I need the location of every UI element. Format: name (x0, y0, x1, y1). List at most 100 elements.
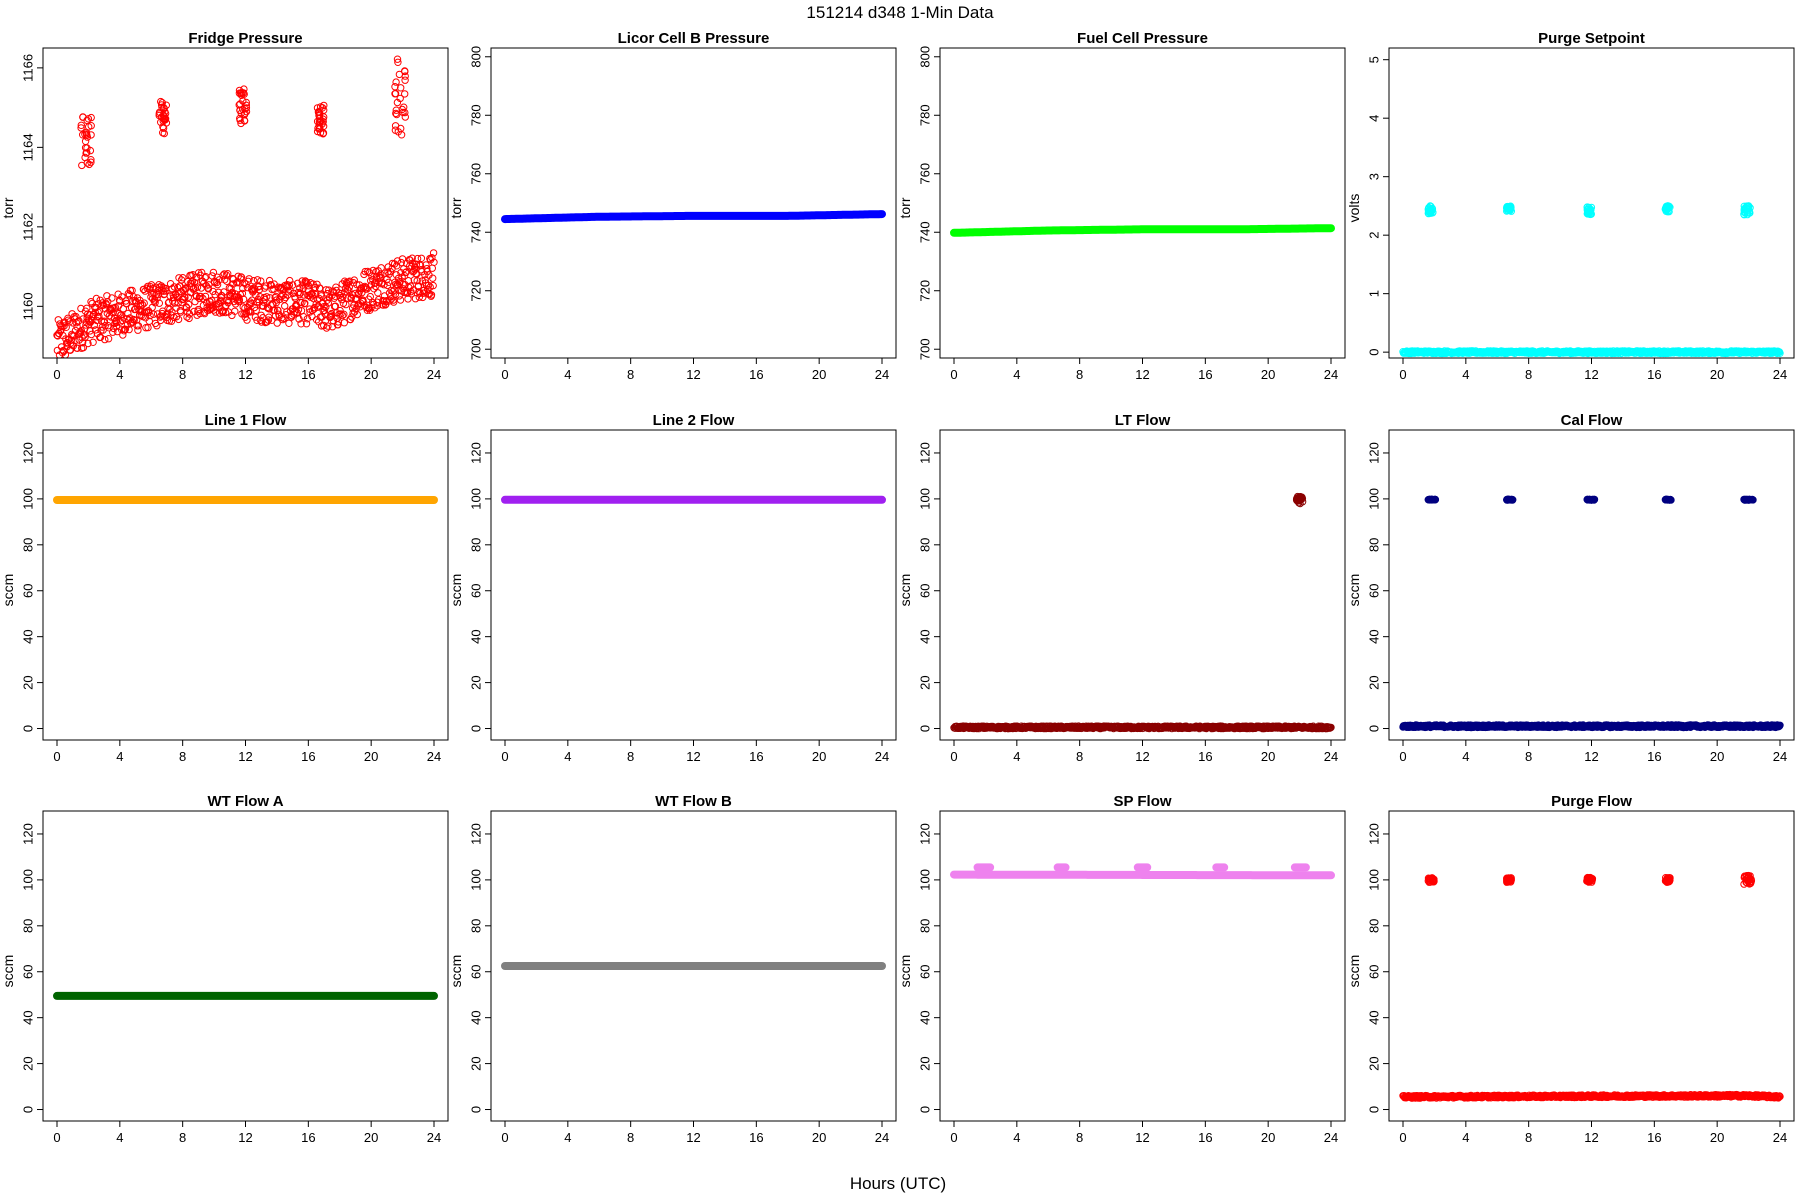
y-tick-label: 40 (1366, 1010, 1381, 1024)
panel-title: Licor Cell B Pressure (618, 30, 770, 47)
data-point (77, 124, 85, 132)
data-point (149, 310, 158, 318)
data-point (278, 315, 287, 324)
y-axis-label: torr (448, 197, 464, 218)
data-point (90, 310, 98, 318)
x-tick-label: 12 (686, 749, 700, 764)
data-point (62, 335, 70, 343)
plot-frame (490, 47, 897, 359)
x-tick-label: 4 (116, 749, 123, 764)
data-point (374, 289, 382, 297)
data-point (83, 149, 91, 157)
data-point (122, 300, 131, 308)
data-point (1503, 204, 1511, 212)
data-point (263, 318, 271, 326)
data-point (394, 128, 402, 136)
x-tick-label: 8 (1076, 367, 1083, 382)
data-point (93, 316, 101, 325)
x-tick-label: 20 (1710, 367, 1724, 382)
data-point (1663, 203, 1671, 211)
y-tick-label: 20 (917, 1056, 932, 1070)
data-point (131, 305, 140, 313)
x-tick-label: 0 (501, 367, 508, 382)
data-point (361, 267, 369, 276)
x-tick-label: 8 (627, 367, 634, 382)
data-point (107, 313, 115, 321)
y-tick-label: 120 (917, 442, 932, 464)
data-point (84, 339, 92, 348)
series (950, 492, 1335, 733)
y-tick-label: 720 (917, 280, 932, 302)
y-tick-label: 760 (917, 163, 932, 185)
y-tick-label: 0 (468, 725, 483, 732)
x-tick-label: 8 (1076, 749, 1083, 764)
data-point (337, 310, 345, 318)
data-point (247, 308, 255, 316)
y-tick-label: 740 (917, 221, 932, 243)
data-point (396, 94, 404, 103)
data-point (250, 277, 258, 285)
data-point (363, 285, 371, 293)
data-point (67, 339, 75, 347)
data-point (101, 335, 109, 344)
data-point (410, 276, 418, 284)
series (501, 210, 886, 224)
data-point (91, 326, 100, 334)
data-point (301, 299, 309, 307)
x-tick-label: 4 (564, 367, 571, 382)
data-point (1429, 876, 1438, 884)
y-tick-label: 20 (1366, 1056, 1381, 1070)
y-tick-label: 60 (1366, 584, 1381, 598)
data-point (279, 291, 287, 299)
y-tick-label: 60 (917, 584, 932, 598)
panel-title: LT Flow (1115, 412, 1171, 429)
data-point (338, 311, 347, 320)
data-point (1587, 210, 1596, 218)
y-tick-label: 3 (1366, 173, 1381, 180)
data-point (174, 315, 183, 324)
data-point (263, 293, 271, 301)
data-point (81, 153, 89, 162)
x-tick-label: 4 (1013, 367, 1020, 382)
y-tick-label: 100 (917, 488, 932, 510)
data-point (412, 260, 421, 268)
panel-title: WT Flow A (207, 793, 283, 810)
x-tick-label: 20 (364, 1130, 378, 1145)
x-tick-label: 4 (1462, 749, 1469, 764)
y-tick-label: 120 (1366, 823, 1381, 845)
data-point (62, 323, 70, 331)
y-tick-label: 80 (917, 919, 932, 933)
data-point (400, 272, 409, 280)
y-tick-label: 780 (468, 104, 483, 126)
x-tick-label: 0 (53, 1130, 60, 1145)
series (1399, 495, 1784, 732)
data-point (257, 318, 266, 326)
data-point (359, 296, 367, 305)
data-point (280, 314, 288, 323)
data-point (239, 295, 248, 303)
data-point (83, 144, 91, 152)
y-tick-label: 0 (1366, 349, 1381, 356)
data-point (153, 322, 161, 330)
data-point (390, 298, 398, 306)
data-point (103, 292, 111, 300)
data-point (1665, 878, 1673, 886)
data-point (223, 277, 231, 285)
data-point (160, 104, 168, 112)
x-tick-label: 8 (627, 1130, 634, 1145)
y-axis-label: sccm (1346, 955, 1362, 988)
data-point (1426, 206, 1434, 214)
x-tick-label: 20 (1710, 1130, 1724, 1145)
x-tick-label: 0 (950, 749, 957, 764)
data-point (285, 281, 293, 289)
data-point (215, 276, 224, 284)
series-line (950, 224, 1335, 237)
y-axis-label: torr (897, 197, 913, 218)
data-point (428, 254, 436, 262)
data-point (94, 300, 103, 308)
x-tick-label: 24 (1324, 367, 1338, 382)
